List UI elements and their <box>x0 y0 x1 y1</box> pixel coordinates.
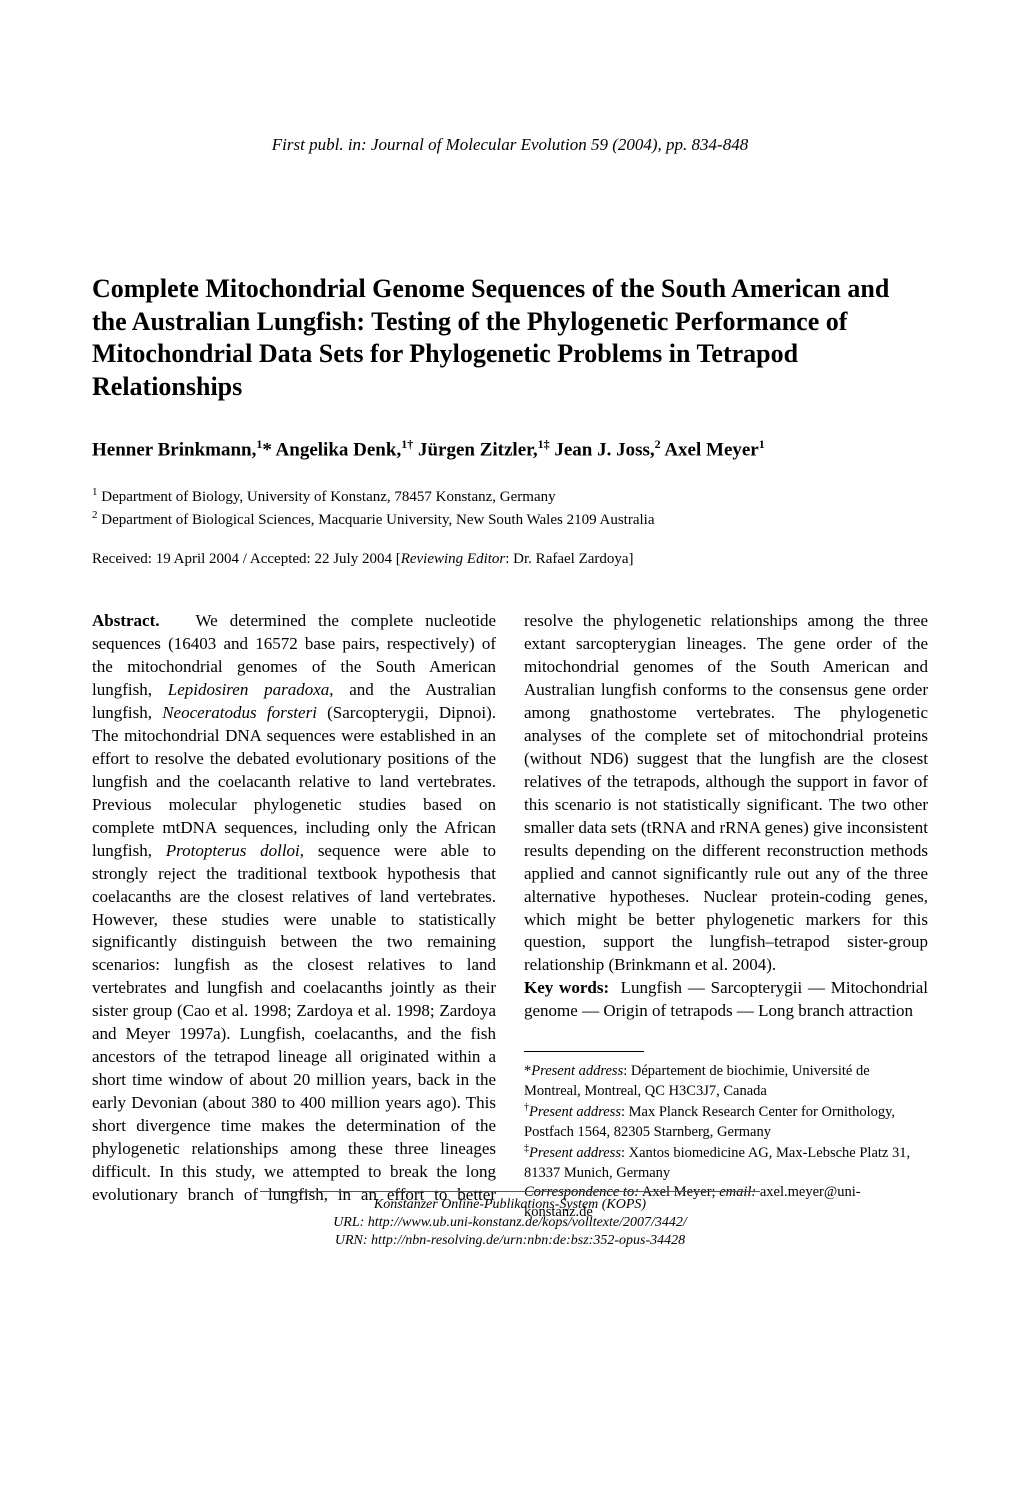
author-affil-sup: 1† <box>401 437 413 451</box>
affiliation-text: Department of Biological Sciences, Macqu… <box>98 512 655 528</box>
author-name: Axel Meyer <box>661 439 759 460</box>
affiliation-text: Department of Biology, University of Kon… <box>98 489 556 505</box>
species-name: Neoceratodus forsteri <box>162 703 317 722</box>
affiliation-line: 2 Department of Biological Sciences, Mac… <box>92 508 928 531</box>
footnote-label: Present address <box>529 1104 621 1120</box>
first-published-line: First publ. in: Journal of Molecular Evo… <box>92 135 928 155</box>
species-name: Lepidosiren paradoxa <box>168 680 330 699</box>
author-name: Henner Brinkmann, <box>92 439 256 460</box>
author-name: Jürgen Zitzler, <box>413 439 537 460</box>
article-page: First publ. in: Journal of Molecular Evo… <box>0 0 1020 1262</box>
affiliation-line: 1 Department of Biology, University of K… <box>92 485 928 508</box>
abstract-label: Abstract. <box>92 611 160 630</box>
kops-line: URL: http://www.ub.uni-konstanz.de/kops/… <box>260 1214 760 1232</box>
author-name: Jean J. Joss, <box>550 439 655 460</box>
footnote-label: Present address <box>529 1145 621 1161</box>
kops-footer: Konstanzer Online-Publikations-System (K… <box>260 1191 760 1251</box>
footnote: ‡Present address: Xantos biomedicine AG,… <box>524 1142 928 1183</box>
author-list: Henner Brinkmann, 1 * Angelika Denk,1† Jür… <box>92 437 928 461</box>
keywords-paragraph: Key words: Lungfish — Sarcopterygii — Mi… <box>524 977 928 1023</box>
received-line: Received: 19 April 2004 / Accepted: 22 J… <box>92 551 928 568</box>
keywords-label: Key words: <box>524 978 609 997</box>
received-suffix: : Dr. Rafael Zardoya] <box>505 551 633 567</box>
received-prefix: Received: 19 April 2004 / Accepted: 22 J… <box>92 551 401 567</box>
abstract-text: (Sarcopterygii, Dipnoi). The mitochondri… <box>92 703 496 860</box>
footnote: *Present address: Département de biochim… <box>524 1062 928 1101</box>
affiliations: 1 Department of Biology, University of K… <box>92 485 928 531</box>
two-column-body: Abstract. We determined the complete nuc… <box>92 610 928 1222</box>
footnote-separator <box>524 1051 644 1052</box>
species-name: Protopterus dolloi <box>166 841 300 860</box>
kops-line: URN: http://nbn-resolving.de/urn:nbn:de:… <box>260 1232 760 1250</box>
author-affil-sup: 1‡ <box>538 437 550 451</box>
author-affil-sup: 1 <box>759 437 765 451</box>
reviewing-editor-label: Reviewing Editor <box>401 551 506 567</box>
abstract-text: , sequence were able to strongly reject … <box>92 841 496 1066</box>
footnote-label: Present address <box>531 1063 623 1079</box>
kops-line: Konstanzer Online-Publikations-System (K… <box>260 1196 760 1214</box>
article-title: Complete Mitochondrial Genome Sequences … <box>92 273 928 403</box>
author-mark: * <box>262 439 272 460</box>
footnote: †Present address: Max Planck Research Ce… <box>524 1101 928 1142</box>
author-name: Angelika Denk, <box>272 439 401 460</box>
